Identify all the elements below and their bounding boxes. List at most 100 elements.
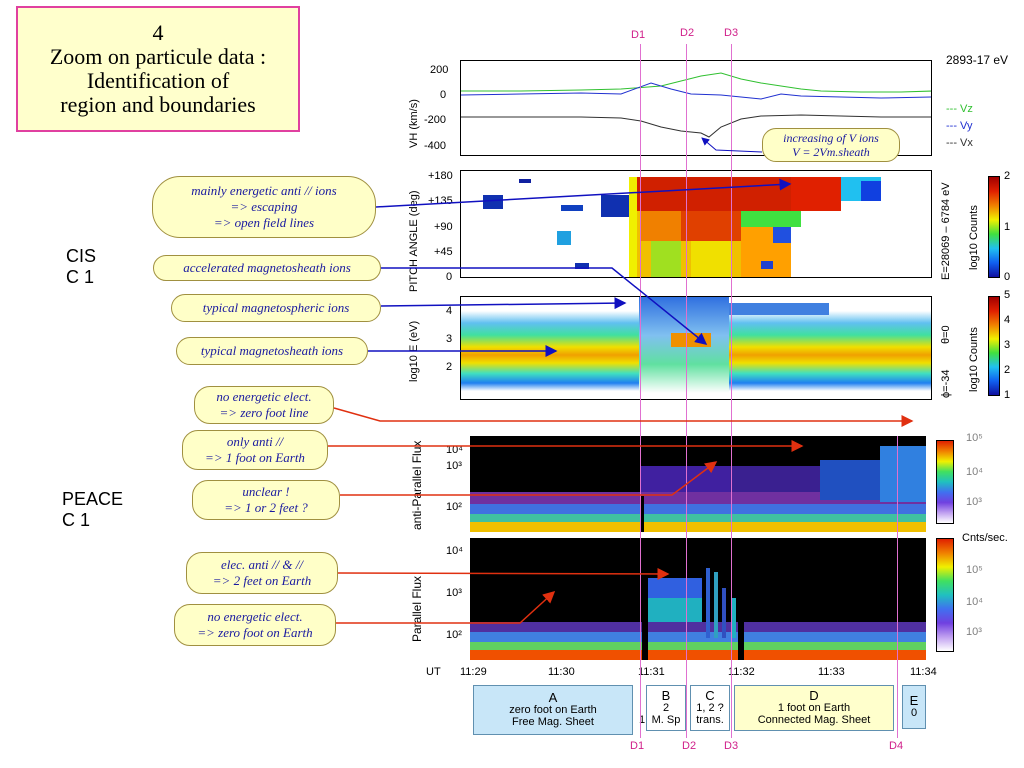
note-magnetosheath: typical magnetosheath ions (176, 337, 368, 365)
slide-number: 4 (152, 20, 164, 45)
peace-label: PEACE C 1 (62, 489, 123, 531)
cis-label-sat: C 1 (66, 267, 95, 287)
region-c-type: trans. (696, 714, 724, 726)
arrow-accelerated (381, 267, 708, 345)
energy-cbar-5: 5 (1004, 289, 1011, 301)
note-only-anti: only anti //=> 1 foot on Earth (182, 430, 328, 470)
region-d-letter: D (809, 688, 819, 703)
region-a-type: Free Mag. Sheet (512, 716, 594, 728)
time-tick-1130: 11:30 (548, 666, 575, 678)
boundary-d3-bottom: D3 (724, 740, 739, 752)
antipar-cbar-3: 10³ (966, 496, 982, 508)
boundary-d2-bottom: D2 (682, 740, 697, 752)
title-line-1: Zoom on particule data : (49, 44, 267, 69)
par-cbar-3: 10³ (966, 626, 982, 638)
title-line-3: region and boundaries (60, 92, 256, 117)
par-ytick-2: 10² (446, 629, 462, 641)
region-c: C 1, 2 ? trans. (690, 685, 730, 731)
energy-ytick-3: 3 (446, 333, 453, 345)
region-b-type: M. Sp (651, 714, 681, 726)
energy-ytick-2: 2 (446, 361, 453, 373)
par-cbar-4: 10⁴ (966, 596, 983, 608)
legend-vx: --- Vx (946, 137, 973, 149)
boundary-d4-line (897, 436, 898, 738)
region-b: B 2 M. Sp (646, 685, 686, 731)
peace-antiparallel-panel (470, 436, 926, 532)
note-unclear: unclear ! => 1 or 2 feet ? (192, 480, 340, 520)
energy-cbar-2: 2 (1004, 364, 1011, 376)
antipar-colorbar (936, 440, 954, 524)
pitch-ytick-90: +90 (434, 221, 453, 233)
vel-ytick-m400: -400 (424, 140, 447, 152)
arrow-vions (701, 137, 763, 153)
antipar-ytick-3: 10³ (446, 460, 462, 472)
pitch-colorbar (988, 176, 1000, 278)
pitch-ytick-45: +45 (434, 246, 453, 258)
energy-cbar-1: 1 (1004, 389, 1011, 401)
arrow-escaping (375, 178, 792, 208)
arrow-no-energetic-2 (336, 590, 556, 624)
time-tick-1134: 11:34 (910, 666, 937, 678)
boundary-d2-line (686, 44, 687, 738)
parallel-spectrogram (470, 568, 926, 660)
note-vions: increasing of V ions V = 2Vm.sheath (762, 128, 900, 162)
pitch-angle-panel (460, 170, 932, 278)
arrow-magnetospheric (380, 297, 627, 310)
arrow-no-energetic-1 (333, 407, 914, 427)
boundary-d3-line (731, 44, 732, 738)
antipar-ytick-4: 10⁴ (446, 444, 463, 456)
vel-ytick-m200: -200 (424, 114, 447, 126)
region-a-desc: zero foot on Earth (509, 704, 597, 716)
boundary-d1-line (640, 44, 641, 738)
note-magnetospheric: typical magnetospheric ions (171, 294, 381, 322)
region-e-feet: 0 (910, 707, 918, 719)
par-colorbar (936, 538, 954, 652)
peace-label-sat: C 1 (62, 510, 91, 530)
arrow-elec-anti (337, 567, 670, 580)
pitch-cbar-1: 1 (1004, 221, 1011, 233)
pitch-ytick-0: 0 (446, 271, 453, 283)
pitch-ytick-180: +180 (428, 170, 453, 182)
antipar-cbar-5: 10⁵ (966, 432, 983, 444)
region-e: E 0 (902, 685, 926, 729)
time-tick-1129: 11:29 (460, 666, 487, 678)
slide-title: 4 Zoom on particule data : Identificatio… (16, 6, 300, 132)
region-d-desc: 1 foot on Earth (777, 702, 851, 714)
time-tick-1131: 11:31 (638, 666, 665, 678)
energy-cbar-3: 3 (1004, 339, 1011, 351)
region-b-letter: B (661, 688, 671, 703)
boundary-d2-top: D2 (680, 27, 695, 39)
region-c-letter: C (705, 688, 715, 703)
note-escaping: mainly energetic anti // ions => escaping… (152, 176, 376, 238)
region-a: A zero foot on Earth Free Mag. Sheet (473, 685, 633, 735)
boundary-d3-top: D3 (724, 27, 739, 39)
legend-vy: --- Vy (946, 120, 973, 132)
boundary-d4-bottom: D4 (889, 740, 904, 752)
pitch-cbar-2: 2 (1004, 170, 1011, 182)
note-accelerated: accelerated magnetosheath ions (153, 255, 381, 281)
region-d: D 1 foot on Earth Connected Mag. Sheet (734, 685, 894, 731)
par-ytick-3: 10³ (446, 587, 462, 599)
pitch-cbar-0: 0 (1004, 271, 1011, 283)
time-axis-label: UT (426, 666, 441, 678)
antipar-ytick-2: 10² (446, 501, 462, 513)
par-cbar-5: 10⁵ (966, 564, 983, 576)
note-elec-anti: elec. anti // & //=> 2 feet on Earth (186, 552, 338, 594)
antiparallel-spectrogram (470, 446, 926, 532)
region-c-feet: 1, 2 ? (696, 702, 724, 714)
vel-ytick-0: 0 (440, 89, 447, 101)
boundary-d1-top: D1 (631, 29, 646, 41)
boundary-d1-bottom: D1 (630, 740, 645, 752)
region-d-type: Connected Mag. Sheet (757, 714, 871, 726)
vel-energy-range: 2893-17 eV (946, 53, 1009, 67)
vel-ytick-200: 200 (430, 64, 449, 76)
vx-series (461, 114, 931, 138)
region-e-letter: E (909, 693, 919, 708)
peace-label-name: PEACE (62, 489, 124, 509)
antipar-cbar-4: 10⁴ (966, 466, 983, 478)
energy-cbar-4: 4 (1004, 314, 1011, 326)
vy-series (461, 82, 931, 100)
par-ytick-4: 10⁴ (446, 545, 463, 557)
arrow-unclear (340, 461, 718, 496)
